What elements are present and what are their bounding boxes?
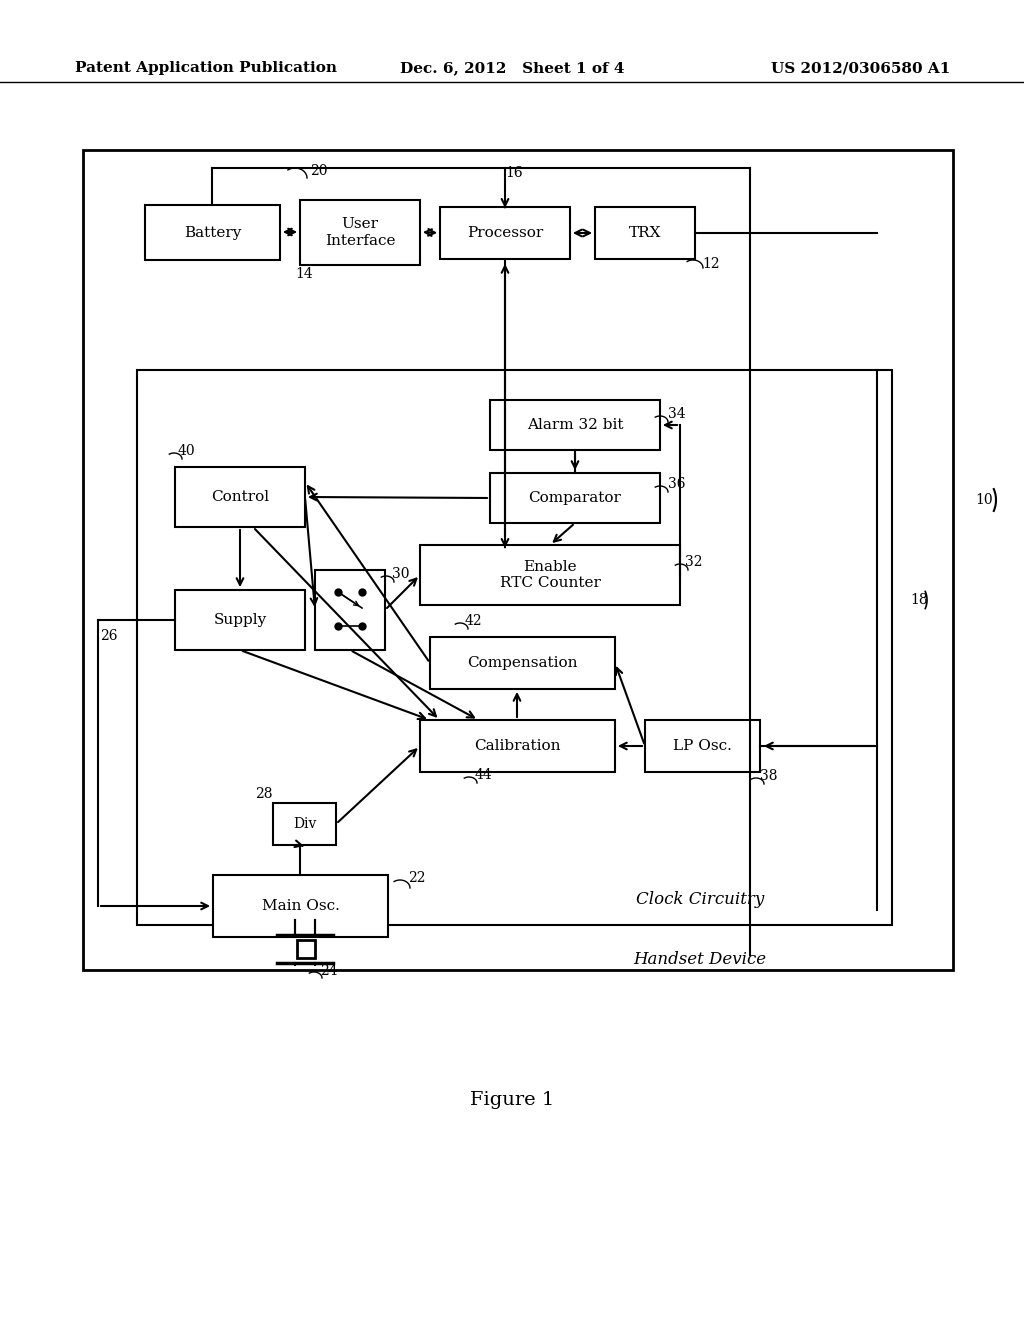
- Bar: [490, 473, 660, 523]
- Text: 36: 36: [668, 477, 685, 491]
- Bar: [440, 207, 570, 259]
- Text: Comparator: Comparator: [528, 491, 622, 506]
- Text: Calibration: Calibration: [474, 739, 561, 752]
- Text: 30: 30: [392, 568, 410, 581]
- Text: 16: 16: [505, 166, 522, 180]
- Text: Supply: Supply: [213, 612, 266, 627]
- Text: Figure 1: Figure 1: [470, 1092, 554, 1109]
- Text: 20: 20: [310, 164, 328, 178]
- Text: 40: 40: [178, 444, 196, 458]
- Bar: [175, 590, 305, 649]
- Text: Handset Device: Handset Device: [634, 952, 767, 969]
- Text: 38: 38: [760, 770, 777, 783]
- Text: 32: 32: [685, 554, 702, 569]
- Bar: [490, 400, 660, 450]
- Text: Patent Application Publication: Patent Application Publication: [75, 61, 337, 75]
- Text: 18: 18: [910, 593, 928, 607]
- Text: 28: 28: [255, 787, 272, 801]
- Bar: [145, 205, 280, 260]
- Bar: [315, 570, 385, 649]
- Text: Dec. 6, 2012   Sheet 1 of 4: Dec. 6, 2012 Sheet 1 of 4: [399, 61, 625, 75]
- Text: Battery: Battery: [184, 226, 242, 239]
- Text: Processor: Processor: [467, 226, 543, 240]
- Text: User
Interface: User Interface: [325, 218, 395, 248]
- Text: 26: 26: [100, 630, 118, 643]
- Text: Div: Div: [293, 817, 316, 832]
- Text: Control: Control: [211, 490, 269, 504]
- Bar: [83, 150, 953, 970]
- Text: Main Osc.: Main Osc.: [261, 899, 339, 913]
- Text: Alarm 32 bit: Alarm 32 bit: [526, 418, 624, 432]
- Bar: [137, 370, 892, 925]
- Text: TRX: TRX: [629, 226, 662, 240]
- Text: US 2012/0306580 A1: US 2012/0306580 A1: [771, 61, 950, 75]
- Text: Clock Circuitry: Clock Circuitry: [636, 891, 764, 908]
- Bar: [420, 719, 615, 772]
- Bar: [175, 467, 305, 527]
- Text: Compensation: Compensation: [467, 656, 578, 671]
- Bar: [420, 545, 680, 605]
- Text: 14: 14: [295, 267, 312, 281]
- Text: LP Osc.: LP Osc.: [673, 739, 732, 752]
- Bar: [595, 207, 695, 259]
- Text: 34: 34: [668, 407, 686, 421]
- Bar: [273, 803, 336, 845]
- Bar: [645, 719, 760, 772]
- Bar: [300, 201, 420, 265]
- Text: 10: 10: [975, 492, 992, 507]
- Bar: [297, 940, 315, 958]
- Text: 44: 44: [475, 768, 493, 781]
- Bar: [430, 638, 615, 689]
- Text: Enable
RTC Counter: Enable RTC Counter: [500, 560, 600, 590]
- Text: 12: 12: [702, 257, 720, 271]
- Text: 42: 42: [465, 614, 482, 628]
- Bar: [213, 875, 388, 937]
- Text: 24: 24: [319, 964, 338, 978]
- Text: 22: 22: [408, 871, 426, 884]
